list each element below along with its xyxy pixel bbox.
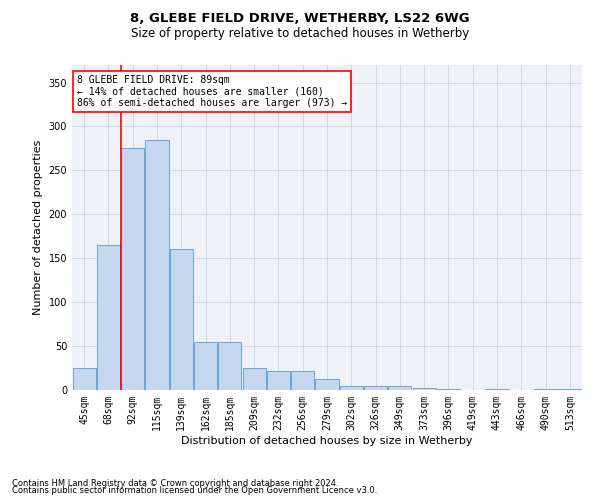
Bar [267, 370, 290, 390]
X-axis label: Distribution of detached houses by size in Wetherby: Distribution of detached houses by size … [181, 436, 473, 446]
Bar [121, 148, 144, 390]
Text: 8 GLEBE FIELD DRIVE: 89sqm
← 14% of detached houses are smaller (160)
86% of sem: 8 GLEBE FIELD DRIVE: 89sqm ← 14% of deta… [77, 74, 347, 108]
Bar [413, 388, 436, 390]
Bar [340, 386, 363, 390]
Text: 8, GLEBE FIELD DRIVE, WETHERBY, LS22 6WG: 8, GLEBE FIELD DRIVE, WETHERBY, LS22 6WG [130, 12, 470, 26]
Bar [534, 389, 557, 390]
Bar [437, 389, 460, 390]
Text: Contains public sector information licensed under the Open Government Licence v3: Contains public sector information licen… [12, 486, 377, 495]
Bar [559, 389, 581, 390]
Text: Size of property relative to detached houses in Wetherby: Size of property relative to detached ho… [131, 28, 469, 40]
Bar [316, 380, 338, 390]
Bar [170, 250, 193, 390]
Bar [388, 386, 412, 390]
Bar [145, 140, 169, 390]
Bar [194, 342, 217, 390]
Bar [73, 368, 95, 390]
Bar [485, 389, 509, 390]
Bar [97, 245, 120, 390]
Bar [242, 368, 266, 390]
Bar [291, 370, 314, 390]
Text: Contains HM Land Registry data © Crown copyright and database right 2024.: Contains HM Land Registry data © Crown c… [12, 478, 338, 488]
Bar [218, 342, 241, 390]
Y-axis label: Number of detached properties: Number of detached properties [33, 140, 43, 315]
Bar [364, 386, 387, 390]
